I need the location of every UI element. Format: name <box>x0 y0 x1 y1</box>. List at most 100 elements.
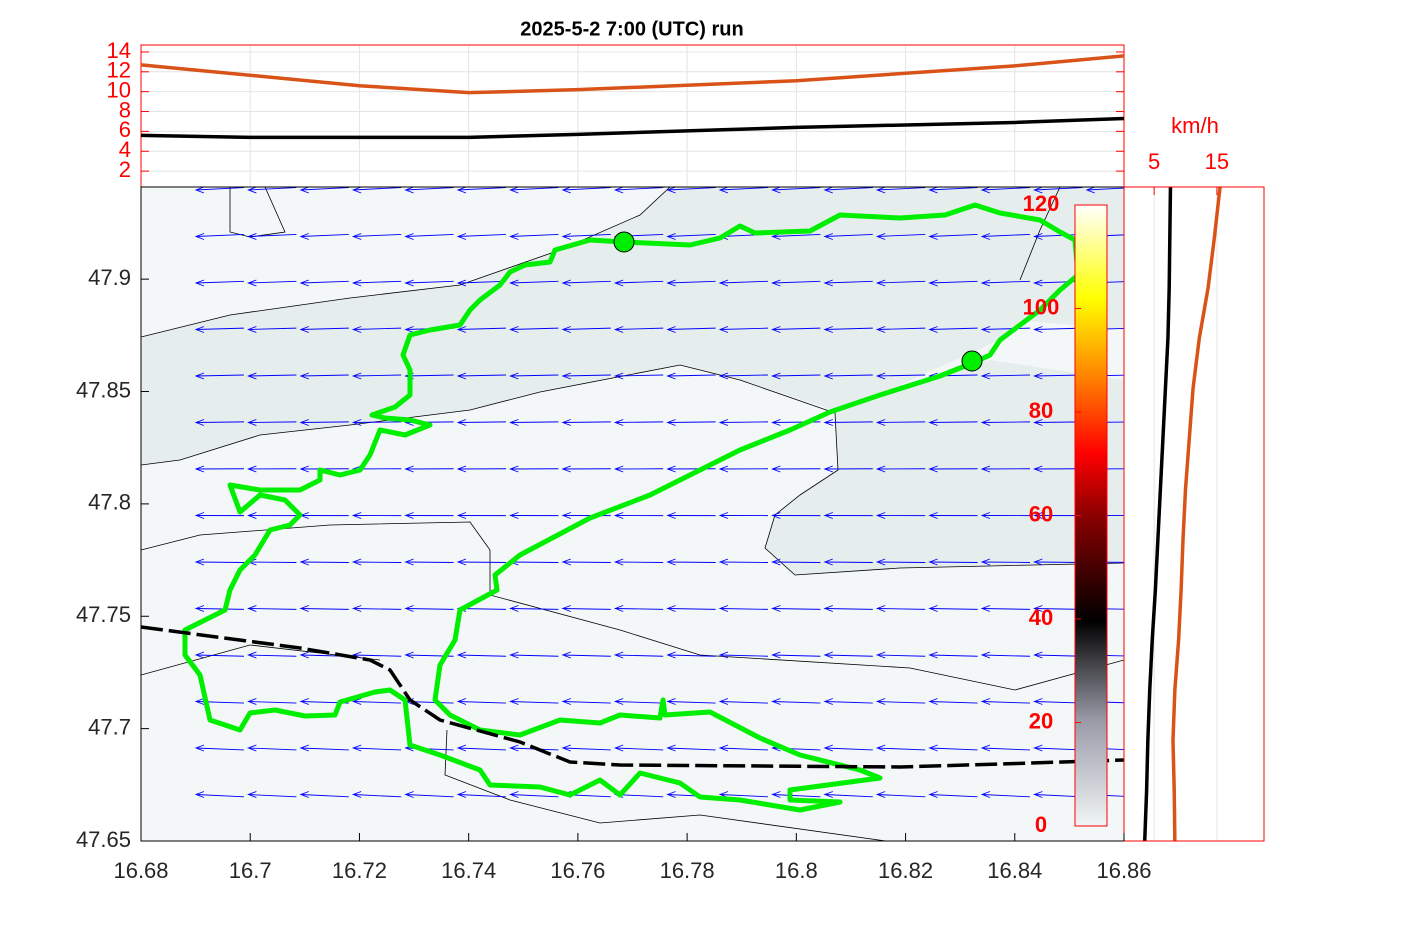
y-tick-label: 8 <box>119 97 131 122</box>
contour-fill <box>765 360 1124 575</box>
arrow <box>928 465 978 473</box>
x-tick-label: 5 <box>1148 149 1160 174</box>
colorbar-label: 60 <box>1029 501 1053 526</box>
arrow <box>875 791 926 798</box>
arrow <box>561 558 611 566</box>
arrow <box>404 791 454 798</box>
arrow <box>351 419 402 426</box>
arrow <box>980 187 1031 194</box>
arrow <box>404 558 454 566</box>
arrow <box>456 419 507 426</box>
arrow <box>666 233 716 240</box>
arrow <box>194 187 245 194</box>
arrow <box>823 465 873 473</box>
arrow <box>456 279 507 287</box>
colorbar-label: 120 <box>1023 191 1060 216</box>
arrow <box>823 651 873 659</box>
arrow <box>666 605 716 612</box>
arrow <box>299 419 349 426</box>
arrow <box>561 326 611 333</box>
arrow <box>509 512 559 519</box>
arrow <box>404 279 454 287</box>
x-tick-label: 16.7 <box>229 858 272 883</box>
arrow <box>299 744 349 752</box>
arrow <box>875 558 926 566</box>
x-tick-label: 16.76 <box>550 858 605 883</box>
arrow <box>666 279 716 287</box>
arrow <box>194 558 245 566</box>
arrow <box>823 187 873 194</box>
arrow <box>247 233 297 240</box>
arrow <box>194 326 245 333</box>
side-label: km/h <box>1171 113 1219 138</box>
arrow <box>823 744 873 752</box>
arrow <box>509 419 559 426</box>
arrow <box>561 605 611 612</box>
arrow <box>456 744 507 752</box>
arrow <box>247 465 297 473</box>
arrow <box>980 419 1031 426</box>
arrow <box>299 791 349 798</box>
arrow <box>456 372 507 380</box>
arrow <box>561 698 611 705</box>
arrow <box>771 651 821 659</box>
arrow <box>613 651 664 659</box>
arrow <box>875 465 926 473</box>
arrow <box>823 791 873 798</box>
arrow <box>771 279 821 287</box>
arrow <box>928 558 978 566</box>
arrow <box>718 744 769 752</box>
x-tick-label: 16.78 <box>660 858 715 883</box>
profile-line <box>1142 186 1173 842</box>
arrow <box>613 465 664 473</box>
boundary <box>141 625 1124 769</box>
arrow <box>718 512 769 519</box>
arrow <box>456 651 507 659</box>
arrow <box>928 233 978 240</box>
arrow <box>509 651 559 659</box>
series-line <box>140 116 1125 140</box>
arrow <box>666 698 716 705</box>
arrow <box>823 372 873 380</box>
arrow <box>509 605 559 612</box>
arrow <box>980 558 1031 566</box>
arrow <box>1033 233 1083 240</box>
arrow <box>299 187 349 194</box>
arrow <box>823 419 873 426</box>
y-tick-label: 47.8 <box>88 490 131 515</box>
x-tick-label: 16.72 <box>332 858 387 883</box>
arrow <box>247 605 297 612</box>
arrow <box>194 465 245 473</box>
arrow <box>771 372 821 380</box>
arrow <box>666 326 716 333</box>
arrow <box>194 233 245 240</box>
arrow <box>980 698 1031 705</box>
arrow <box>351 187 402 194</box>
arrow <box>718 187 769 194</box>
arrow <box>247 791 297 798</box>
arrow <box>928 512 978 519</box>
arrow <box>928 326 978 333</box>
arrow <box>980 233 1031 240</box>
arrow <box>666 419 716 426</box>
arrow <box>456 512 507 519</box>
arrow <box>1033 419 1083 426</box>
map <box>141 187 1124 841</box>
arrow <box>1085 187 1124 194</box>
arrow <box>351 512 402 519</box>
y-tick-label: 47.85 <box>76 377 131 402</box>
arrow <box>875 512 926 519</box>
arrow <box>1033 465 1083 473</box>
arrow <box>194 279 245 287</box>
arrow <box>456 187 507 194</box>
arrow <box>404 233 454 240</box>
arrow <box>351 698 402 705</box>
arrow <box>980 372 1031 380</box>
arrow <box>247 651 297 659</box>
arrow <box>771 791 821 798</box>
arrow <box>247 419 297 426</box>
arrow <box>561 187 611 194</box>
arrow <box>875 651 926 659</box>
x-tick-label: 16.68 <box>113 858 168 883</box>
